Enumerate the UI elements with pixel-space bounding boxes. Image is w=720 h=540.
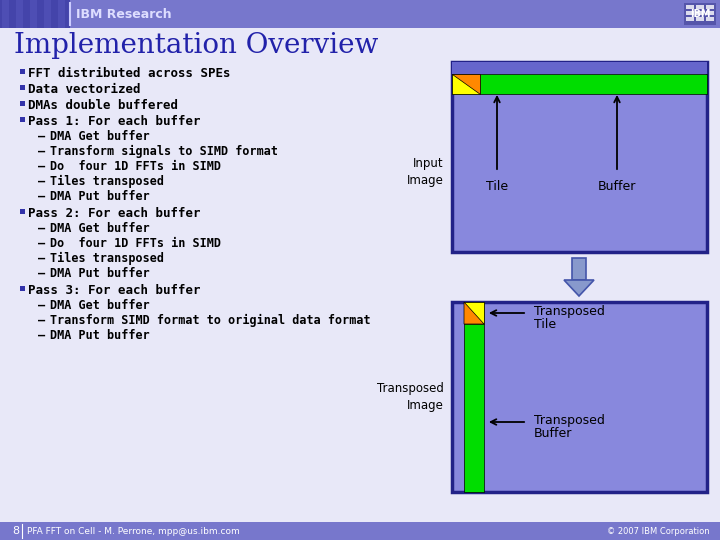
Bar — [44, 0, 51, 28]
Bar — [452, 62, 707, 74]
Text: Input
Image: Input Image — [407, 157, 444, 187]
Text: PFA FFT on Cell - M. Perrone, mpp@us.ibm.com: PFA FFT on Cell - M. Perrone, mpp@us.ibm… — [27, 526, 240, 536]
Text: FFT distributed across SPEs: FFT distributed across SPEs — [28, 67, 230, 80]
Bar — [706, 17, 714, 21]
Text: –: – — [38, 252, 45, 265]
Text: DMA Get buffer: DMA Get buffer — [50, 222, 150, 235]
Text: Pass 2: For each buffer: Pass 2: For each buffer — [28, 207, 200, 220]
Bar — [464, 302, 484, 492]
Text: –: – — [38, 190, 45, 203]
Text: Transposed
Image: Transposed Image — [377, 382, 444, 412]
Text: –: – — [38, 314, 45, 327]
Text: Data vectorized: Data vectorized — [28, 83, 140, 96]
Bar — [0, 0, 720, 28]
Bar — [2, 0, 9, 28]
Bar — [572, 258, 586, 280]
Bar — [684, 3, 716, 25]
Text: 8: 8 — [12, 526, 19, 536]
Text: Transform SIMD format to original data format: Transform SIMD format to original data f… — [50, 314, 371, 327]
Text: –: – — [38, 222, 45, 235]
Bar — [452, 74, 707, 94]
Bar — [30, 0, 37, 28]
Polygon shape — [564, 280, 594, 296]
Text: Tiles transposed: Tiles transposed — [50, 175, 164, 188]
Text: DMAs double buffered: DMAs double buffered — [28, 99, 178, 112]
Bar — [696, 11, 704, 15]
Text: DMA Put buffer: DMA Put buffer — [50, 267, 150, 280]
Text: Pass 3: For each buffer: Pass 3: For each buffer — [28, 284, 200, 297]
Text: DMA Put buffer: DMA Put buffer — [50, 190, 150, 203]
Bar — [686, 5, 694, 9]
Text: Implementation Overview: Implementation Overview — [14, 32, 379, 59]
Text: –: – — [38, 329, 45, 342]
Text: IBM: IBM — [690, 9, 710, 19]
Bar — [452, 62, 707, 252]
Bar — [452, 302, 707, 492]
Text: –: – — [38, 237, 45, 250]
Text: Tile: Tile — [534, 318, 556, 331]
Polygon shape — [464, 302, 484, 324]
Polygon shape — [452, 74, 480, 94]
Text: DMA Get buffer: DMA Get buffer — [50, 299, 150, 312]
Text: –: – — [38, 299, 45, 312]
Text: Buffer: Buffer — [598, 180, 636, 193]
Text: –: – — [38, 145, 45, 158]
Bar — [20, 117, 25, 122]
Text: Tile: Tile — [486, 180, 508, 193]
Text: –: – — [38, 175, 45, 188]
Bar — [16, 0, 23, 28]
Text: Do  four 1D FFTs in SIMD: Do four 1D FFTs in SIMD — [50, 160, 221, 173]
Bar — [686, 11, 694, 15]
Bar — [0, 0, 70, 28]
Text: Pass 1: For each buffer: Pass 1: For each buffer — [28, 115, 200, 128]
Bar — [20, 101, 25, 106]
Text: DMA Put buffer: DMA Put buffer — [50, 329, 150, 342]
Bar — [696, 17, 704, 21]
Text: Transposed: Transposed — [534, 305, 605, 318]
Bar — [696, 5, 704, 9]
Text: –: – — [38, 160, 45, 173]
Bar — [20, 85, 25, 90]
Bar — [706, 5, 714, 9]
Bar — [686, 17, 694, 21]
Bar — [20, 286, 25, 291]
Text: DMA Get buffer: DMA Get buffer — [50, 130, 150, 143]
Text: IBM Research: IBM Research — [76, 8, 171, 21]
Text: Tiles transposed: Tiles transposed — [50, 252, 164, 265]
Text: Transform signals to SIMD format: Transform signals to SIMD format — [50, 145, 278, 158]
Text: Transposed: Transposed — [534, 414, 605, 427]
Text: Buffer: Buffer — [534, 427, 572, 440]
Bar — [58, 0, 65, 28]
Bar — [464, 302, 484, 324]
Text: Do  four 1D FFTs in SIMD: Do four 1D FFTs in SIMD — [50, 237, 221, 250]
Text: –: – — [38, 267, 45, 280]
Text: © 2007 IBM Corporation: © 2007 IBM Corporation — [608, 526, 710, 536]
Bar — [0, 522, 720, 540]
Bar — [706, 11, 714, 15]
Bar — [20, 69, 25, 74]
Text: –: – — [38, 130, 45, 143]
Bar — [452, 74, 480, 94]
Bar — [20, 209, 25, 214]
